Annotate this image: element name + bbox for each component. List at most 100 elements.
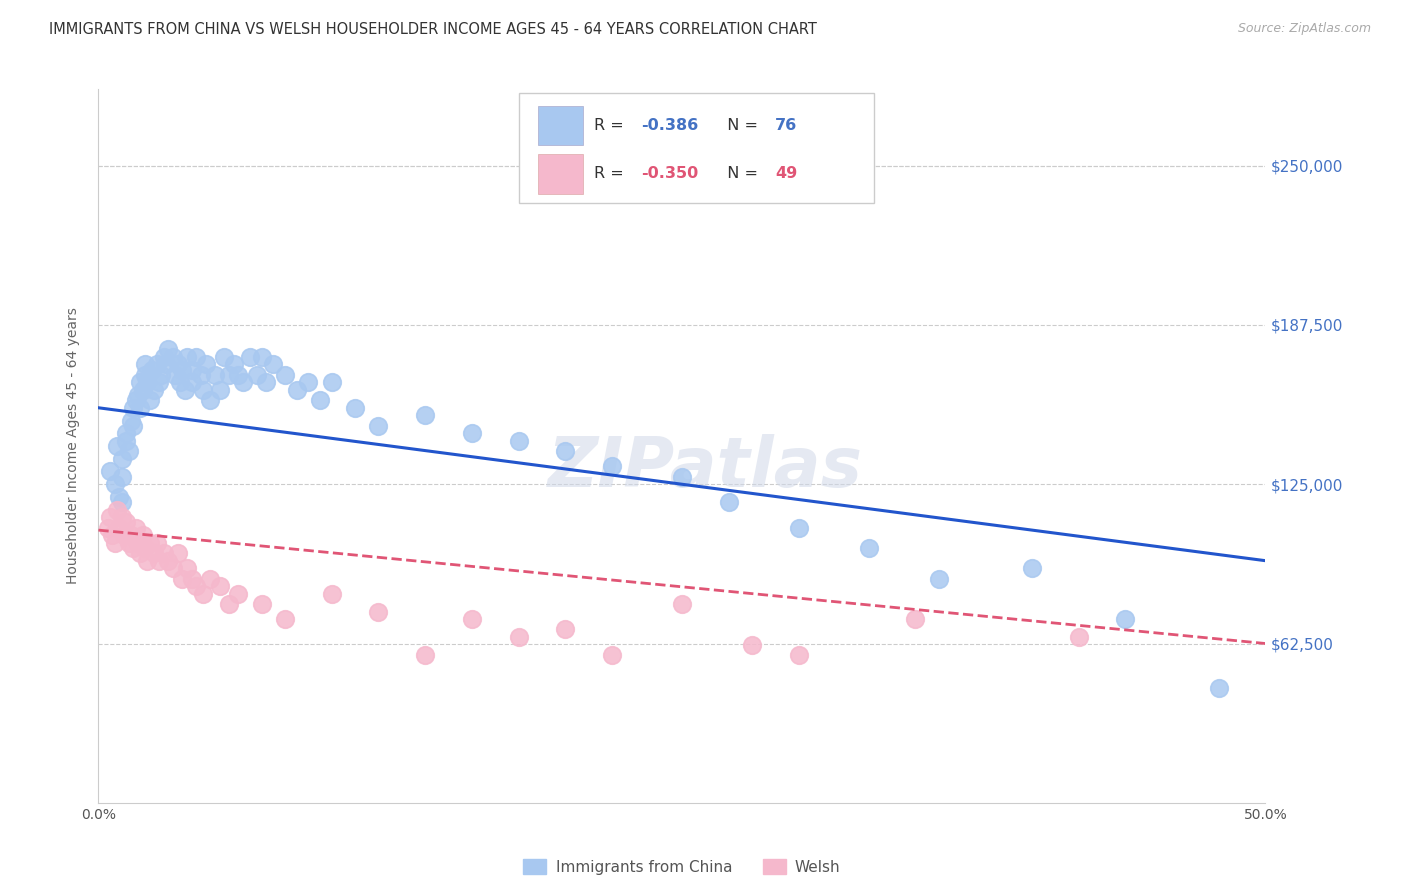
Point xyxy=(461,426,484,441)
Text: ZIPatlas: ZIPatlas xyxy=(548,434,863,501)
Point xyxy=(146,536,169,550)
Point xyxy=(309,393,332,408)
Point xyxy=(172,362,194,376)
Point xyxy=(132,528,155,542)
Point xyxy=(274,612,297,626)
Point xyxy=(98,510,121,524)
Point xyxy=(166,358,188,372)
Point xyxy=(321,587,343,601)
Point xyxy=(200,572,222,586)
Point xyxy=(115,434,138,448)
Point xyxy=(232,376,254,390)
Point xyxy=(143,383,166,397)
Y-axis label: Householder Income Ages 45 - 64 years: Householder Income Ages 45 - 64 years xyxy=(66,308,80,584)
Point xyxy=(105,439,128,453)
Point xyxy=(180,376,202,390)
Point xyxy=(250,350,273,364)
Point xyxy=(111,469,134,483)
Point xyxy=(115,516,138,530)
Point xyxy=(115,426,138,441)
Point xyxy=(134,368,156,382)
Legend: Immigrants from China, Welsh: Immigrants from China, Welsh xyxy=(517,853,846,880)
Point xyxy=(413,409,436,423)
Point xyxy=(166,546,188,560)
Point xyxy=(262,358,284,372)
Point xyxy=(169,376,191,390)
Point xyxy=(129,376,152,390)
Point xyxy=(148,554,170,568)
Point xyxy=(321,376,343,390)
Point xyxy=(150,368,173,382)
Point xyxy=(228,587,250,601)
Point xyxy=(194,358,217,372)
Point xyxy=(508,630,530,644)
Point xyxy=(122,401,145,415)
Point xyxy=(180,572,202,586)
Point xyxy=(143,546,166,560)
Point xyxy=(97,520,120,534)
Point xyxy=(787,520,810,534)
Point xyxy=(111,451,134,466)
FancyBboxPatch shape xyxy=(519,93,875,203)
Point xyxy=(787,648,810,662)
Point xyxy=(256,376,278,390)
Point xyxy=(101,528,124,542)
Text: 76: 76 xyxy=(775,118,797,133)
Point xyxy=(111,495,134,509)
Point xyxy=(190,368,212,382)
Point xyxy=(108,490,131,504)
Point xyxy=(218,597,240,611)
Point xyxy=(120,528,142,542)
Point xyxy=(125,520,148,534)
Point xyxy=(228,368,250,382)
Point xyxy=(125,393,148,408)
Point xyxy=(118,536,141,550)
Point xyxy=(461,612,484,626)
Point xyxy=(1208,681,1230,695)
Point xyxy=(1067,630,1090,644)
Point xyxy=(204,368,226,382)
Point xyxy=(122,418,145,433)
Point xyxy=(285,383,308,397)
Point xyxy=(127,536,149,550)
Point xyxy=(208,579,231,593)
Point xyxy=(297,376,319,390)
Point xyxy=(222,358,245,372)
Point xyxy=(136,376,159,390)
Point xyxy=(186,350,208,364)
Point xyxy=(186,579,208,593)
Point xyxy=(155,358,177,372)
Text: N =: N = xyxy=(717,167,763,181)
FancyBboxPatch shape xyxy=(538,105,582,145)
Point xyxy=(508,434,530,448)
Text: -0.386: -0.386 xyxy=(641,118,699,133)
Point xyxy=(193,587,215,601)
Text: R =: R = xyxy=(595,167,630,181)
Point xyxy=(111,510,134,524)
Point xyxy=(105,502,128,516)
Point xyxy=(671,597,693,611)
Point xyxy=(367,418,389,433)
Point xyxy=(246,368,269,382)
Point xyxy=(162,561,184,575)
Point xyxy=(274,368,297,382)
Point xyxy=(134,541,156,555)
Point xyxy=(250,597,273,611)
Point xyxy=(1021,561,1043,575)
Point xyxy=(344,401,367,415)
Point xyxy=(152,546,174,560)
Point xyxy=(600,648,623,662)
Point xyxy=(858,541,880,555)
Point xyxy=(180,362,202,376)
Point xyxy=(152,350,174,364)
Text: Source: ZipAtlas.com: Source: ZipAtlas.com xyxy=(1237,22,1371,36)
Point xyxy=(122,541,145,555)
Point xyxy=(172,572,194,586)
Point xyxy=(1114,612,1136,626)
Point xyxy=(148,376,170,390)
Point xyxy=(157,342,180,356)
Point xyxy=(193,383,215,397)
Point xyxy=(129,401,152,415)
Point xyxy=(208,383,231,397)
Text: -0.350: -0.350 xyxy=(641,167,699,181)
